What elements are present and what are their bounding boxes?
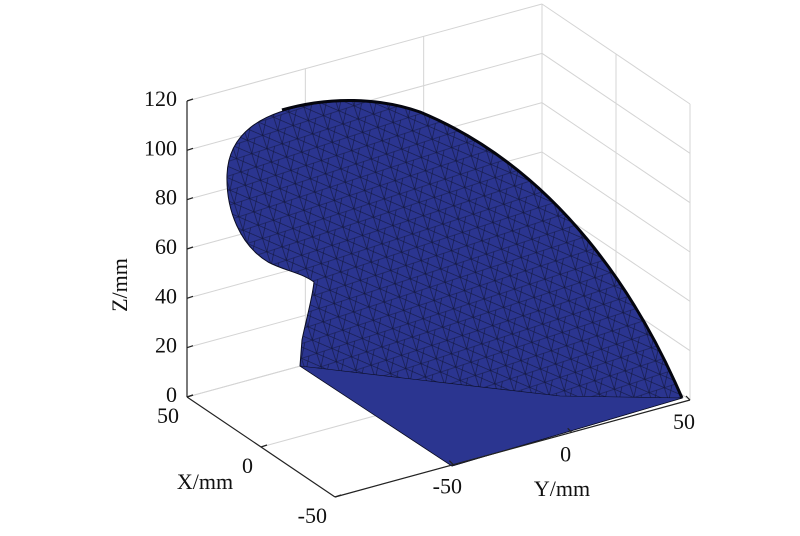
z-tick [186, 197, 194, 201]
z-tick-label: 120 [144, 86, 177, 111]
x-tick [186, 394, 194, 398]
z-tick [186, 295, 194, 299]
grid-line [186, 3, 543, 102]
y-tick-label: 0 [560, 441, 571, 466]
y-tick [567, 427, 573, 433]
z-tick [186, 345, 194, 349]
z-tick-label: 0 [166, 382, 177, 407]
surface-layer [226, 99, 684, 467]
z-tick [186, 246, 194, 250]
z-tick-label: 80 [155, 185, 177, 210]
y-tick [448, 460, 454, 466]
z-tick-label: 40 [155, 283, 177, 308]
x-tick-label: 0 [242, 453, 253, 478]
z-tick-label: 60 [155, 234, 177, 259]
y-axis-line [334, 399, 691, 498]
y-tick-label: 50 [673, 409, 695, 434]
y-tick-label: -50 [433, 474, 462, 499]
z-tick [186, 98, 194, 102]
x-axis-label: X/mm [177, 469, 233, 494]
z-tick [186, 147, 194, 151]
z-tick-label: 20 [155, 333, 177, 358]
y-tick [685, 395, 691, 401]
x-tick [260, 444, 268, 448]
x-tick [334, 494, 342, 498]
x-tick-label: 50 [157, 403, 179, 428]
y-axis-label: Y/mm [534, 476, 590, 501]
surface-edge [281, 99, 684, 399]
x-tick-label: -50 [298, 503, 327, 528]
z-axis-label: Z/mm [107, 258, 132, 312]
surface-base [299, 365, 683, 467]
z-tick-label: 100 [144, 135, 177, 160]
